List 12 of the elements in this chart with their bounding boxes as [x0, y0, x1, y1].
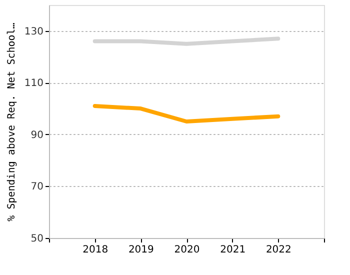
- x-tick-label: 2020: [174, 244, 200, 256]
- x-tick-label: 2022: [266, 244, 292, 256]
- x-tick-label: 2018: [82, 244, 108, 256]
- y-tick-label: 90: [30, 130, 44, 141]
- y-tick-label: 70: [30, 182, 44, 193]
- y-tick-label: 50: [30, 234, 44, 244]
- line-series: [92, 104, 280, 124]
- x-tick-label: 2021: [220, 244, 246, 256]
- x-tick-label: 2019: [128, 244, 154, 256]
- y-tick-label: 110: [24, 78, 44, 90]
- y-axis-title: % Spending above Req. Net School…: [6, 22, 18, 222]
- y-tick-label: 130: [24, 26, 44, 38]
